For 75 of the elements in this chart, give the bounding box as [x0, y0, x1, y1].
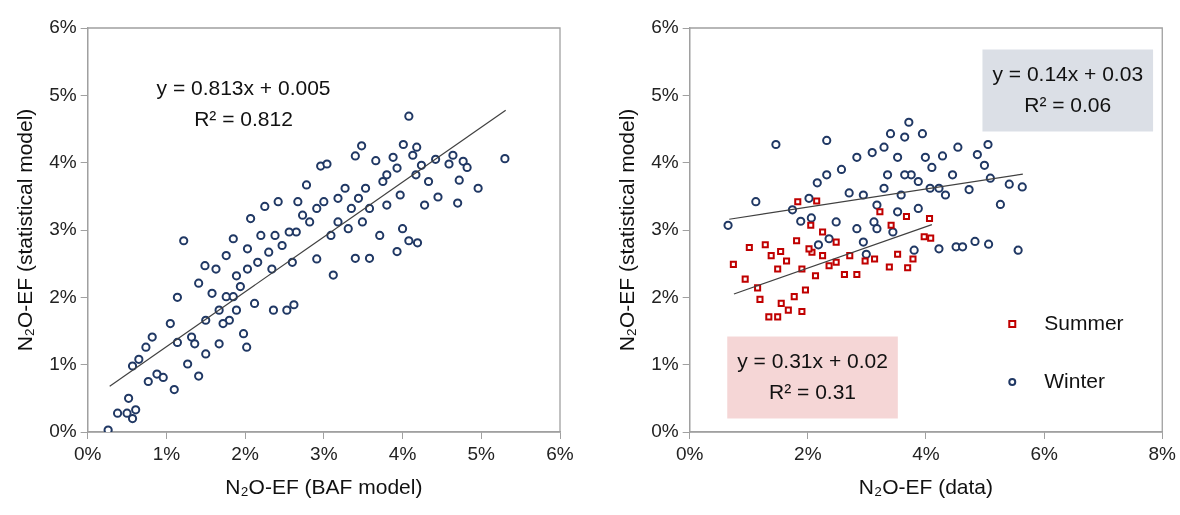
point [885, 263, 893, 271]
y-tick-label: 0% [49, 420, 77, 442]
point [790, 293, 798, 301]
point [767, 252, 775, 260]
point [777, 248, 785, 256]
point [832, 258, 840, 266]
point [876, 208, 884, 216]
point [793, 237, 801, 245]
y-axis-title: N₂O-EF (statistical model) [13, 108, 37, 352]
y-axis-title: N₂O-EF (statistical model) [615, 108, 639, 352]
y-tick-label: 0% [651, 420, 679, 442]
y-tick-label: 2% [651, 285, 679, 307]
legend-label: Summer [1044, 310, 1124, 334]
point [904, 264, 912, 272]
point [902, 212, 911, 221]
x-tick-label: 5% [467, 442, 496, 464]
point [887, 221, 895, 229]
x-axis-title: N₂O-EF (data) [858, 475, 994, 499]
point [774, 313, 782, 321]
point [765, 313, 773, 321]
point [756, 295, 764, 303]
x-axis-title: N₂O-EF (BAF model) [225, 475, 423, 499]
x-tick-label: 2% [794, 442, 822, 464]
point [909, 255, 917, 263]
point [894, 250, 902, 258]
y-tick-label: 1% [49, 352, 77, 374]
y-tick-label: 2% [49, 285, 77, 307]
y-tick-label: 4% [651, 150, 679, 172]
point [784, 306, 792, 314]
point [925, 215, 934, 223]
y-tick-label: 4% [49, 150, 77, 172]
x-tick-label: 2% [231, 442, 259, 464]
point [783, 257, 791, 265]
point [745, 243, 753, 252]
point [832, 238, 840, 246]
x-tick-label: 8% [1148, 442, 1177, 464]
x-tick-label: 3% [310, 442, 338, 464]
point [920, 233, 928, 241]
point [825, 262, 833, 270]
point [813, 197, 821, 205]
x-tick-label: 6% [546, 442, 574, 464]
y-tick-label: 3% [49, 218, 77, 240]
annotation: y = 0.813x + 0.005 R² = 0.812 [156, 76, 331, 131]
point [798, 307, 806, 316]
point [861, 257, 869, 265]
point [774, 265, 782, 273]
y-tick-label: 5% [651, 83, 679, 105]
y-tick-label: 6% [49, 16, 77, 38]
y-tick-label: 6% [651, 16, 679, 38]
x-tick-label: 0% [675, 442, 704, 464]
point [927, 234, 935, 242]
legend-label: Winter [1044, 368, 1105, 392]
point [871, 255, 879, 263]
point [819, 252, 827, 260]
point [853, 270, 861, 278]
point [840, 270, 848, 278]
point [729, 260, 737, 268]
annotation: y = 0.14x + 0.03 R² = 0.06 [992, 61, 1144, 116]
point [811, 272, 820, 280]
annotation: y = 0.31x + 0.02 R² = 0.31 [737, 348, 888, 403]
x-tick-label: 0% [73, 442, 102, 464]
point [819, 228, 827, 236]
y-tick-label: 3% [651, 218, 679, 240]
x-tick-label: 4% [388, 442, 417, 464]
point [761, 241, 769, 249]
x-tick-label: 6% [1030, 442, 1058, 464]
y-tick-label: 1% [651, 352, 679, 374]
point [807, 221, 815, 229]
point [777, 299, 785, 307]
x-tick-label: 4% [912, 442, 940, 464]
point [794, 198, 802, 206]
y-tick-label: 5% [49, 83, 77, 105]
point [741, 275, 749, 283]
point [801, 286, 809, 294]
x-tick-label: 1% [152, 442, 181, 464]
